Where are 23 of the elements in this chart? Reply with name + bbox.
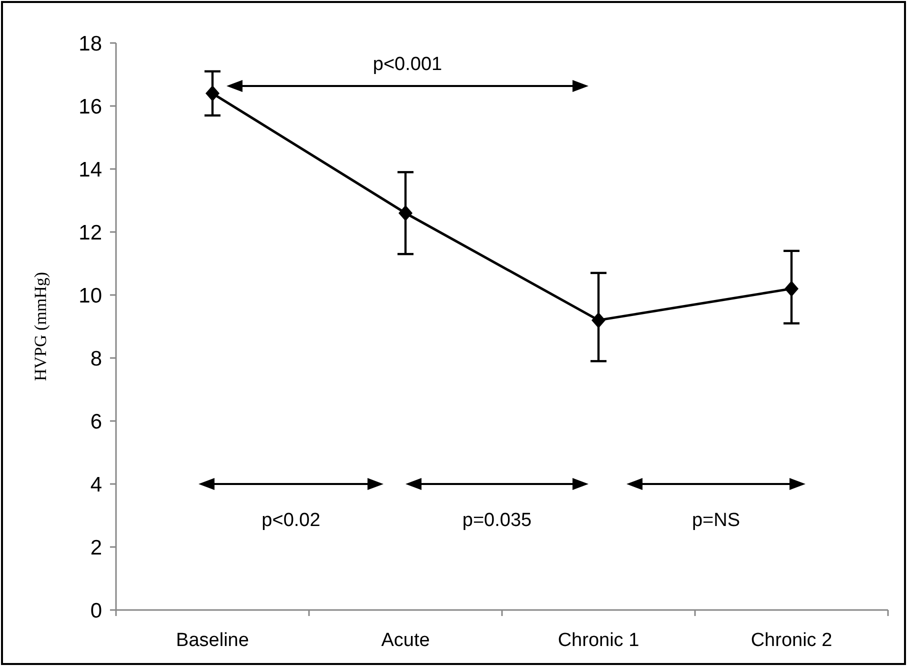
point bbox=[206, 85, 220, 102]
annotation: p=0.035 bbox=[462, 510, 532, 531]
y-tick-label: 2 bbox=[90, 536, 102, 560]
point bbox=[784, 280, 798, 297]
y-tick-label: 0 bbox=[90, 599, 102, 622]
y-tick-label: 6 bbox=[90, 410, 102, 434]
y-tick-label: 10 bbox=[78, 284, 102, 308]
x-tick-label: Acute bbox=[381, 630, 430, 651]
annotation: p<0.001 bbox=[372, 54, 442, 75]
annotation: p<0.02 bbox=[262, 510, 320, 531]
y-tick-label: 12 bbox=[78, 221, 102, 244]
x-tick-label: Baseline bbox=[176, 630, 249, 651]
x-tick-label: Chronic 1 bbox=[558, 630, 640, 651]
y-tick-label: 14 bbox=[78, 158, 102, 182]
y-axis-title: HVPG (mmHg) bbox=[31, 272, 50, 382]
y-tick-label: 8 bbox=[90, 347, 102, 370]
point bbox=[592, 312, 606, 328]
x-tick-label: Chronic 2 bbox=[750, 630, 832, 651]
annotation: p=NS bbox=[692, 510, 740, 531]
y-tick-label: 16 bbox=[78, 95, 102, 118]
y-tick-label: 18 bbox=[78, 32, 102, 56]
point bbox=[398, 205, 412, 222]
y-tick-label: 4 bbox=[90, 473, 102, 496]
